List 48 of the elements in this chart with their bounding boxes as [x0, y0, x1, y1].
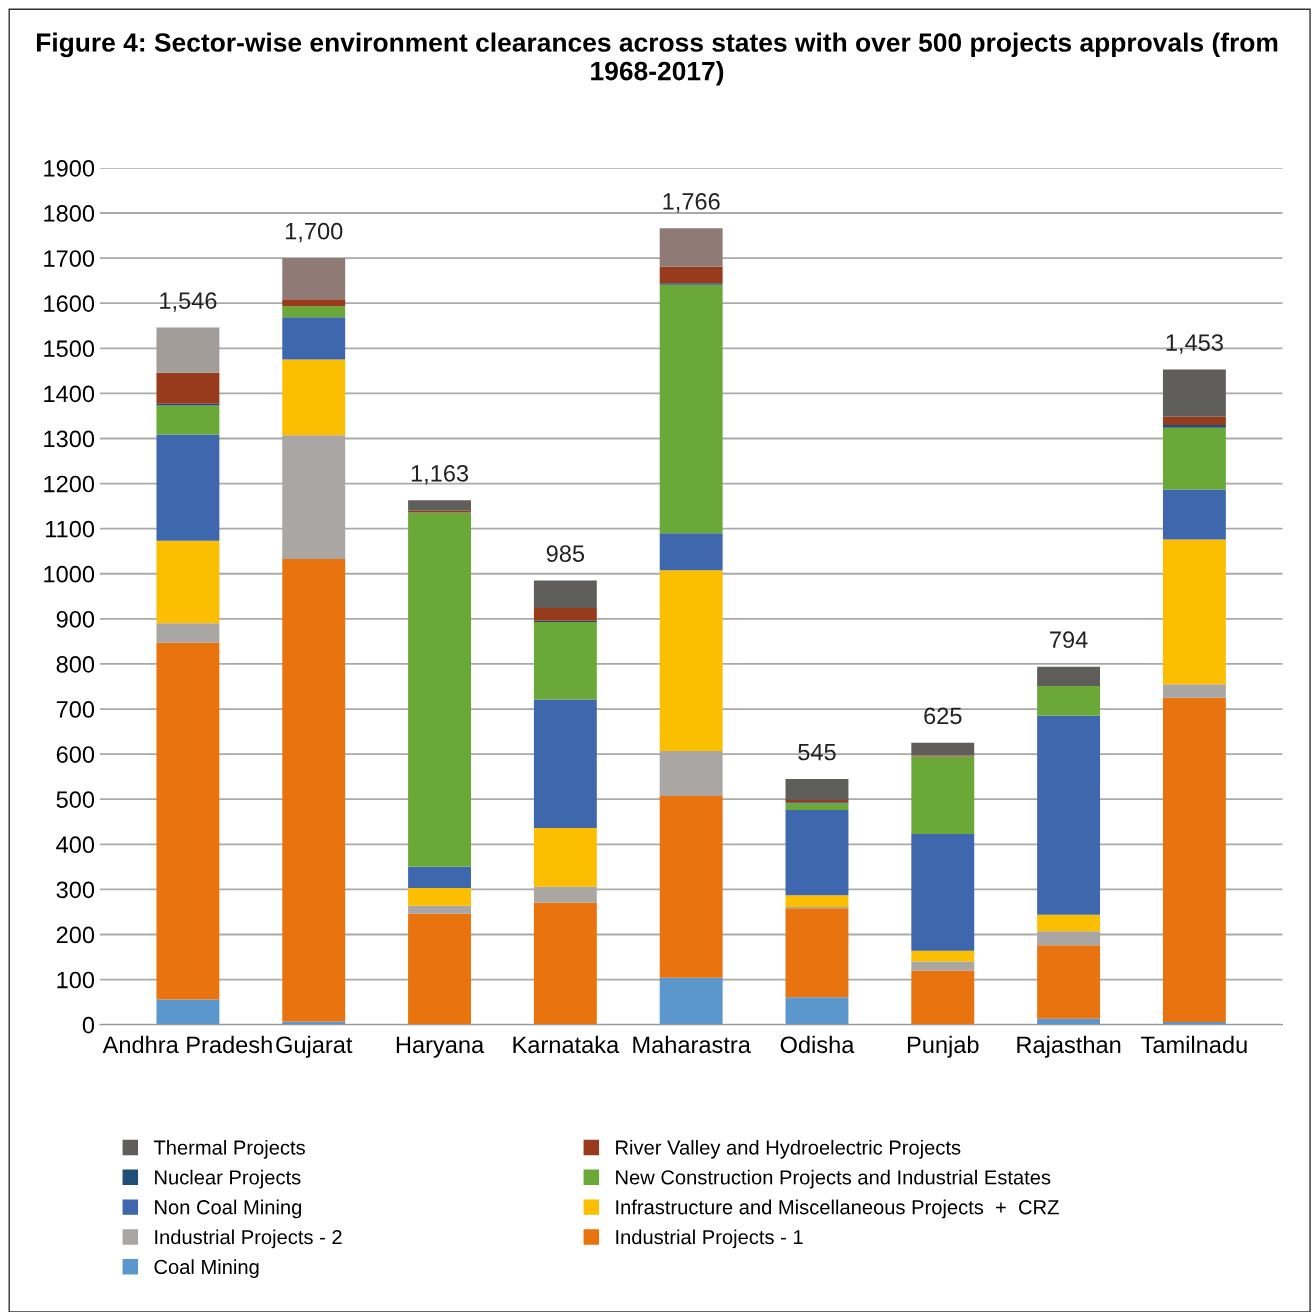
y-tick-label: 1200: [44, 475, 95, 493]
total-label: 794: [1050, 631, 1088, 649]
total-label: 1,163: [411, 464, 469, 485]
y-tick-label: 100: [57, 971, 95, 989]
y-tick-label: 1900: [44, 160, 95, 177]
y-tick-label: 1500: [44, 340, 95, 358]
y-tick-label: 1400: [44, 385, 95, 403]
legend-label: Infrastructure and Miscellaneous Projects + CRZ: [616, 1199, 1059, 1219]
x-tick-label: Odisha: [780, 1035, 855, 1054]
y-tick-label: 1800: [44, 205, 95, 222]
y-tick-label: 400: [56, 836, 95, 854]
legend-label: Industrial Projects - 2: [155, 1229, 342, 1249]
total-label: 1,453: [1166, 334, 1223, 354]
chart-title: Figure 4: Sector-wise environment clearances across states with over 500 projects approvals (from 1968-2017): [36, 32, 1278, 86]
y-tick-label: 300: [56, 881, 95, 899]
y-tick-label: 1700: [44, 250, 95, 267]
x-tick-label: Punjab: [907, 1035, 979, 1058]
legend-label: Non Coal Mining: [155, 1199, 302, 1219]
y-tick-label: 600: [56, 746, 95, 763]
x-tick-label: Maharastra: [633, 1035, 751, 1054]
x-tick-label: Tamilnadu: [1141, 1035, 1247, 1054]
legend-label: New Construction Projects and Industrial Estates: [616, 1169, 1051, 1189]
total-label: 1,546: [160, 292, 217, 312]
x-tick-label: Rajasthan: [1017, 1035, 1121, 1058]
y-tick-label: 500: [56, 791, 95, 808]
x-tick-label: Haryana: [396, 1036, 485, 1058]
total-label: 625: [924, 707, 962, 725]
y-tick-label: 800: [56, 656, 95, 673]
x-tick-label: Gujarat: [276, 1035, 353, 1058]
x-tick-label: Karnataka: [513, 1035, 620, 1054]
y-tick-label: 1600: [44, 295, 95, 312]
y-tick-label: 200: [56, 926, 95, 944]
total-label: 545: [798, 743, 836, 761]
total-label: 1,700: [286, 222, 343, 243]
y-tick-label: 700: [56, 701, 95, 718]
x-tick-label: Andhra Pradesh: [102, 1035, 272, 1054]
y-tick-label: 900: [56, 610, 95, 628]
y-tick-label: 1100: [46, 520, 95, 538]
legend-label: Coal Mining: [154, 1259, 259, 1279]
legend-label: Industrial Projects - 1: [616, 1229, 803, 1249]
y-tick-label: 1300: [44, 430, 95, 448]
y-tick-label: 0: [82, 1016, 95, 1034]
y-tick-label: 1000: [44, 565, 95, 583]
legend-label: Nuclear Projects: [155, 1169, 301, 1189]
total-label: 1,766: [663, 193, 720, 213]
legend-label: River Valley and Hydroelectric Projects: [616, 1139, 961, 1159]
legend-label: Thermal Projects: [153, 1139, 305, 1159]
total-label: 985: [546, 545, 585, 562]
